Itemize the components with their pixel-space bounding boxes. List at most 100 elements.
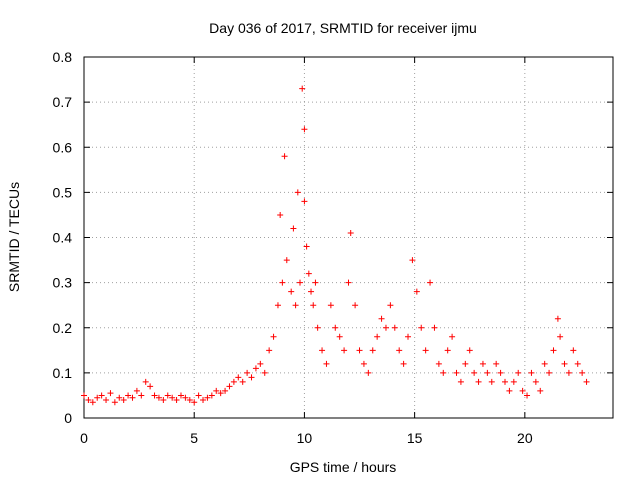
- data-point: [396, 347, 403, 354]
- data-point: [405, 333, 412, 340]
- data-point: [222, 387, 229, 394]
- data-point: [308, 288, 315, 295]
- chart-title: Day 036 of 2017, SRMTID for receiver ijm…: [209, 20, 477, 36]
- data-point: [449, 333, 456, 340]
- data-point: [565, 369, 572, 376]
- data-point: [510, 378, 517, 385]
- data-point: [382, 324, 389, 331]
- data-point: [475, 378, 482, 385]
- data-point: [532, 378, 539, 385]
- data-point: [519, 387, 526, 394]
- data-point: [89, 399, 96, 406]
- data-point: [230, 378, 237, 385]
- data-point: [546, 369, 553, 376]
- data-point: [133, 387, 140, 394]
- data-point: [323, 360, 330, 367]
- data-point: [479, 360, 486, 367]
- data-point: [327, 302, 334, 309]
- x-tick-label: 15: [407, 430, 423, 446]
- data-point: [319, 347, 326, 354]
- data-point: [217, 390, 224, 397]
- data-point: [332, 324, 339, 331]
- data-point: [266, 347, 273, 354]
- data-point: [336, 333, 343, 340]
- grid: [84, 57, 613, 418]
- data-point: [579, 369, 586, 376]
- data-point: [191, 399, 198, 406]
- data-point: [501, 378, 508, 385]
- data-point: [290, 225, 297, 232]
- data-point: [85, 396, 92, 403]
- data-point: [497, 369, 504, 376]
- x-tick-label: 10: [297, 430, 313, 446]
- data-point: [288, 288, 295, 295]
- data-point: [409, 257, 416, 264]
- data-point: [173, 396, 180, 403]
- data-point: [440, 369, 447, 376]
- data-point: [239, 378, 246, 385]
- data-point: [274, 302, 281, 309]
- data-point: [279, 279, 286, 286]
- data-point: [283, 257, 290, 264]
- y-tick-label: 0.5: [53, 184, 73, 200]
- data-point: [583, 378, 590, 385]
- data-point: [413, 288, 420, 295]
- data-point: [261, 369, 268, 376]
- data-point: [484, 369, 491, 376]
- data-point: [431, 324, 438, 331]
- y-tick-label: 0.8: [53, 49, 73, 65]
- x-axis-label: GPS time / hours: [290, 459, 397, 475]
- data-point: [301, 198, 308, 205]
- data-point: [457, 378, 464, 385]
- data-point: [213, 387, 220, 394]
- data-point: [369, 347, 376, 354]
- y-tick-label: 0.1: [53, 365, 73, 381]
- data-point: [427, 279, 434, 286]
- data-point: [537, 387, 544, 394]
- data-point: [341, 347, 348, 354]
- data-point: [466, 347, 473, 354]
- x-tick-label: 20: [517, 430, 533, 446]
- data-point: [554, 315, 561, 322]
- data-point: [550, 347, 557, 354]
- data-point: [160, 396, 167, 403]
- data-point: [151, 392, 158, 399]
- data-point: [98, 392, 105, 399]
- data-point: [182, 394, 189, 401]
- data-point: [471, 369, 478, 376]
- data-point: [444, 347, 451, 354]
- data-point: [387, 302, 394, 309]
- data-point: [277, 211, 284, 218]
- data-point: [515, 369, 522, 376]
- data-point: [120, 396, 127, 403]
- data-point: [462, 360, 469, 367]
- data-point: [314, 324, 321, 331]
- data-point: [186, 396, 193, 403]
- data-point: [453, 369, 460, 376]
- y-tick-label: 0: [64, 410, 72, 426]
- data-point: [557, 333, 564, 340]
- data-point: [422, 347, 429, 354]
- data-point: [360, 360, 367, 367]
- data-point: [528, 369, 535, 376]
- data-point: [155, 394, 162, 401]
- data-point: [281, 153, 288, 160]
- x-tick-label: 5: [190, 430, 198, 446]
- data-point: [235, 374, 242, 381]
- data-point: [561, 360, 568, 367]
- data-point: [303, 243, 310, 250]
- data-point: [177, 392, 184, 399]
- data-point: [506, 387, 513, 394]
- data-points: [81, 85, 590, 406]
- x-tick-label: 0: [80, 430, 88, 446]
- data-point: [248, 374, 255, 381]
- data-point: [103, 396, 110, 403]
- data-point: [252, 365, 259, 372]
- data-point: [94, 394, 101, 401]
- y-tick-label: 0.4: [53, 230, 73, 246]
- y-tick-label: 0.2: [53, 320, 73, 336]
- data-point: [305, 270, 312, 277]
- data-point: [125, 392, 132, 399]
